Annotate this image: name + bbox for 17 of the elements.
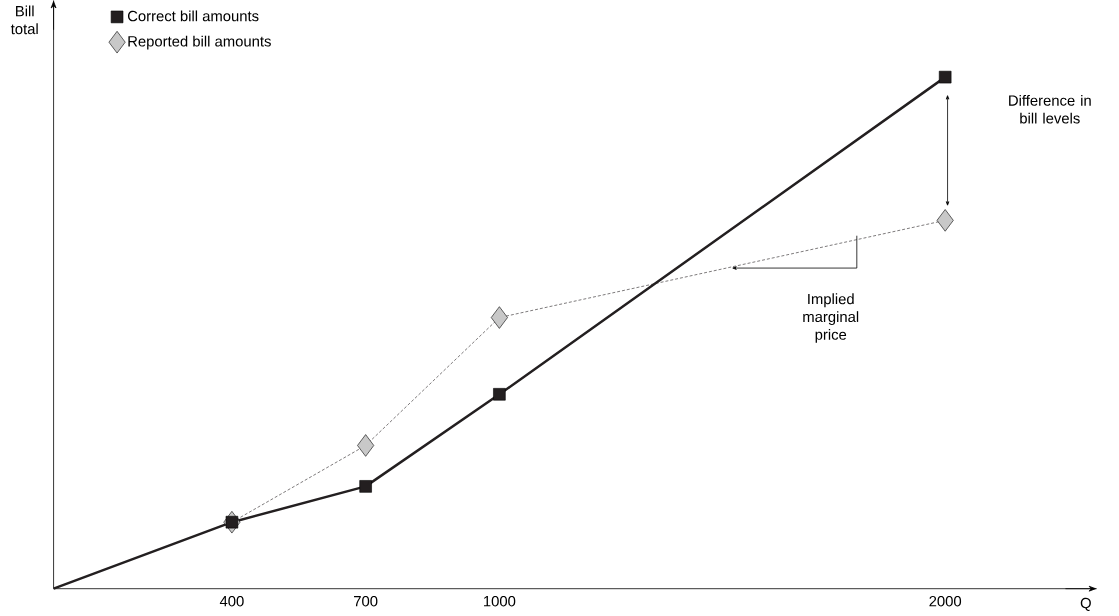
x-tick-label: 2000 xyxy=(929,595,962,607)
annotation: Implied marginal price xyxy=(803,293,859,343)
legend-label: Correct bill amounts xyxy=(127,10,259,22)
y-axis-title: Bill total xyxy=(10,5,38,35)
x-tick-label: 1000 xyxy=(484,595,516,607)
point xyxy=(359,480,372,493)
legend-label: Reported bill amounts xyxy=(128,35,271,50)
point xyxy=(490,306,508,329)
x-axis-title: Q xyxy=(1080,597,1091,611)
x-tick-label: 700 xyxy=(354,595,378,607)
point xyxy=(225,516,239,529)
point xyxy=(357,434,375,457)
point xyxy=(938,70,952,84)
x-tick-label: 400 xyxy=(219,595,244,607)
point xyxy=(936,209,954,232)
point xyxy=(493,388,506,401)
annotation: Difference in bill levels xyxy=(1009,94,1091,124)
